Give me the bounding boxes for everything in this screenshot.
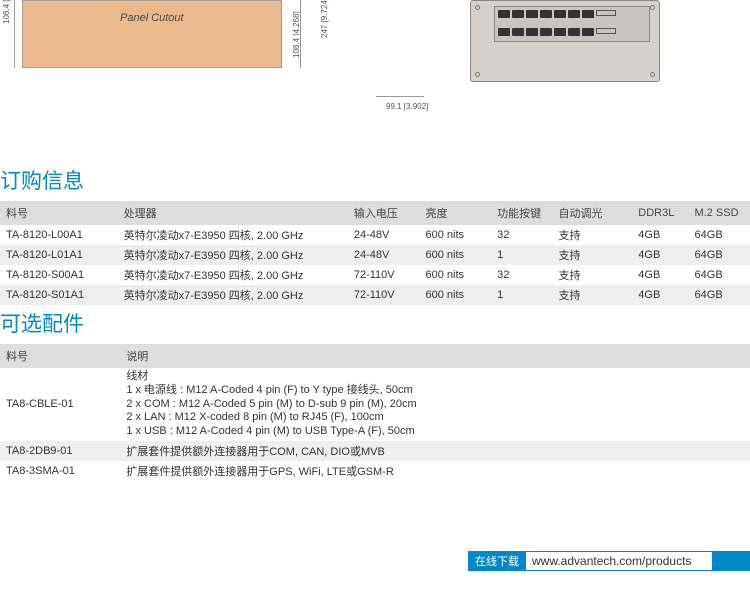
table-row: TA-8120-S00A1 英特尔凌动x7-E3950 四核, 2.00 GHz… [0,265,750,285]
dim-bottom: 99.1 [3.902] [386,102,428,111]
cell: 线材 1 x 电源线 : M12 A-Coded 4 pin (F) to Y … [120,368,750,441]
dim-line [14,0,15,68]
port-icon [498,10,510,18]
ordering-title: 订购信息 [0,165,750,195]
port-icon [526,10,538,18]
port-icon [568,28,580,36]
cell: 扩展套件提供额外连接器用于COM, CAN, DIO或MVB [120,441,750,461]
cell: 英特尔凌动x7-E3950 四核, 2.00 GHz [118,225,348,245]
port-icon [512,10,524,18]
dim-line [300,0,301,68]
cell: 支持 [552,225,632,245]
cell: 英特尔凌动x7-E3950 四核, 2.00 GHz [118,245,348,265]
cell: TA-8120-S00A1 [0,265,118,285]
dim-left-v: 108.4 [4.268] [2,0,11,24]
screw-icon [650,5,655,10]
cell: 600 nits [419,245,491,265]
table-row: TA8-CBLE-01 线材 1 x 电源线 : M12 A-Coded 4 p… [0,368,750,441]
col-header: 亮度 [419,201,491,225]
port-icon [512,28,524,36]
cell: 4GB [632,225,688,245]
cell: 24-48V [348,245,420,265]
screw-icon [475,5,480,10]
desc-line: 1 x 电源线 : M12 A-Coded 4 pin (F) to Y typ… [126,384,744,398]
cell: 支持 [552,245,632,265]
col-header: 说明 [120,344,750,368]
cell: TA8-2DB9-01 [0,441,120,461]
dim-line [376,96,424,97]
footer-spacer [0,551,468,571]
cell: 1 [491,245,552,265]
cell: 扩展套件提供额外连接器用于GPS, WiFi, LTE或GSM-R [120,461,750,481]
table-header-row: 料号 处理器 输入电压 亮度 功能按键 自动调光 DDR3L M.2 SSD [0,201,750,225]
technical-diagram: Panel Cutout 108.4 [4.268] 108.4 [4.268]… [0,0,750,140]
col-header: 料号 [0,344,120,368]
col-header: 功能按键 [491,201,552,225]
cell: TA-8120-L01A1 [0,245,118,265]
screw-icon [650,72,655,77]
port-row-bottom [498,28,616,36]
cell: 32 [491,225,552,245]
port-icon [568,10,580,18]
table-header-row: 料号 说明 [0,344,750,368]
cell: TA-8120-L00A1 [0,225,118,245]
col-header: DDR3L [632,201,688,225]
port-row-top [498,10,616,18]
desc-line: 2 x LAN : M12 X-coded 8 pin (M) to RJ45 … [126,411,744,425]
cell: 64GB [689,225,750,245]
port-icon [526,28,538,36]
col-header: M.2 SSD [689,201,750,225]
desc-line: 2 x COM : M12 A-Coded 5 pin (M) to D-sub… [126,398,744,412]
footer-url[interactable]: www.advantech.com/products [526,551,712,571]
table-row: TA8-3SMA-01 扩展套件提供额外连接器用于GPS, WiFi, LTE或… [0,461,750,481]
port-icon [554,10,566,18]
footer-download-label: 在线下载 [468,551,526,571]
cell: 24-48V [348,225,420,245]
cell: 英特尔凌动x7-E3950 四核, 2.00 GHz [118,265,348,285]
cell: 600 nits [419,225,491,245]
col-header: 处理器 [118,201,348,225]
col-header: 自动调光 [552,201,632,225]
ordering-section: 订购信息 料号 处理器 输入电压 亮度 功能按键 自动调光 DDR3L M.2 … [0,155,750,305]
port-icon [540,28,552,36]
footer-bar: 在线下载 www.advantech.com/products [0,551,750,571]
port-icon [498,28,510,36]
port-slot-icon [596,10,616,16]
cell: 32 [491,265,552,285]
dim-right-v: 247 [9.724] [320,0,329,38]
desc-line: 1 x USB : M12 A-Coded 4 pin (M) to USB T… [126,425,744,439]
table-row: TA8-2DB9-01 扩展套件提供额外连接器用于COM, CAN, DIO或M… [0,441,750,461]
port-icon [582,28,594,36]
col-header: 料号 [0,201,118,225]
cell: 72-110V [348,265,420,285]
col-header: 输入电压 [348,201,420,225]
screw-icon [475,72,480,77]
cell: 4GB [632,265,688,285]
cell: 600 nits [419,265,491,285]
cell: 64GB [689,265,750,285]
port-slot-icon [596,28,616,34]
accessories-table: 料号 说明 TA8-CBLE-01 线材 1 x 电源线 : M12 A-Cod… [0,344,750,481]
cell: 支持 [552,265,632,285]
cell: TA8-3SMA-01 [0,461,120,481]
panel-cutout-label: Panel Cutout [120,12,184,24]
port-icon [582,10,594,18]
port-icon [554,28,566,36]
desc-line: 线材 [126,370,744,384]
footer-right-bar [712,551,750,571]
table-row: TA-8120-L01A1 英特尔凌动x7-E3950 四核, 2.00 GHz… [0,245,750,265]
ordering-table: 料号 处理器 输入电压 亮度 功能按键 自动调光 DDR3L M.2 SSD T… [0,201,750,305]
cell: 64GB [689,245,750,265]
cell: 4GB [632,245,688,265]
panel-cutout-rect [22,0,282,68]
accessories-section: 可选配件 料号 说明 TA8-CBLE-01 线材 1 x 电源线 : M12 … [0,298,750,481]
cell: TA8-CBLE-01 [0,368,120,441]
accessories-title: 可选配件 [0,308,750,338]
table-row: TA-8120-L00A1 英特尔凌动x7-E3950 四核, 2.00 GHz… [0,225,750,245]
port-icon [540,10,552,18]
